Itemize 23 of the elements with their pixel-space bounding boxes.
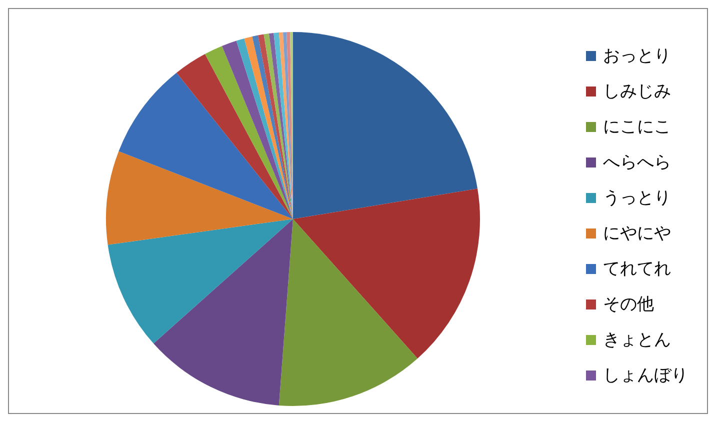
legend-label: きょとん <box>603 330 671 350</box>
pie-slice <box>106 151 293 245</box>
legend-label: しょんぼり <box>603 366 688 386</box>
pie-slice <box>222 40 293 219</box>
pie-slice <box>274 32 293 219</box>
pie-slice <box>293 188 480 358</box>
pie-slice <box>293 32 478 219</box>
legend-label: てれてれ <box>603 259 671 279</box>
pie-slice <box>108 219 293 344</box>
pie-slice <box>268 33 293 219</box>
pie-slice <box>118 72 293 219</box>
legend-label: にやにや <box>603 224 671 244</box>
legend-label: にこにこ <box>603 117 671 137</box>
legend-label: その他 <box>603 294 654 314</box>
legend-label: うっとり <box>603 188 671 208</box>
pie-slice <box>204 46 293 219</box>
pie-slice <box>278 219 418 406</box>
pie-slice <box>264 34 293 219</box>
pie-slice <box>176 54 293 219</box>
legend-label: へらへら <box>603 152 671 172</box>
legend-label: おっとり <box>603 46 671 66</box>
pie-slice <box>154 219 293 406</box>
legend-label: しみじみ <box>603 82 671 102</box>
